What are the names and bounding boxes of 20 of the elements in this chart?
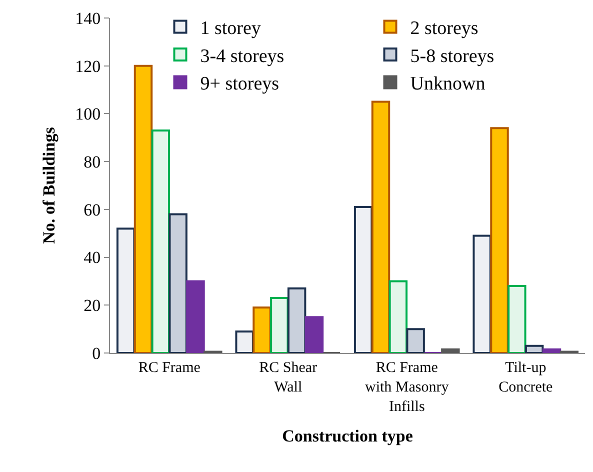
x-axis-title: Construction type: [282, 426, 414, 446]
legend-label: Unknown: [410, 74, 486, 95]
legend-label: 2 storeys: [410, 18, 478, 40]
legend-label: 3-4 storeys: [200, 46, 284, 67]
y-tick-label: 20: [84, 296, 101, 316]
legend-label: 5-8 storeys: [410, 46, 494, 67]
x-tick-label: RC Shear Wall: [259, 360, 318, 396]
x-tick-label: RC Frame with Masonry Infills: [365, 360, 450, 415]
x-tick-label: Tilt-up Concrete: [498, 360, 554, 396]
y-tick-label: 100: [75, 104, 101, 124]
y-tick-label: 80: [84, 152, 101, 172]
y-tick-label: 0: [92, 344, 101, 363]
legend-label: 9+ storeys: [200, 74, 280, 95]
legend-label: 1 storey: [200, 18, 262, 40]
x-tick-label: RC Frame: [138, 360, 201, 376]
y-axis-title: No. of Buildings: [40, 126, 59, 244]
y-tick-label: 120: [75, 56, 101, 76]
y-tick-label: 60: [84, 200, 101, 220]
y-tick-label: 140: [75, 8, 101, 28]
y-tick-label: 40: [84, 248, 101, 268]
